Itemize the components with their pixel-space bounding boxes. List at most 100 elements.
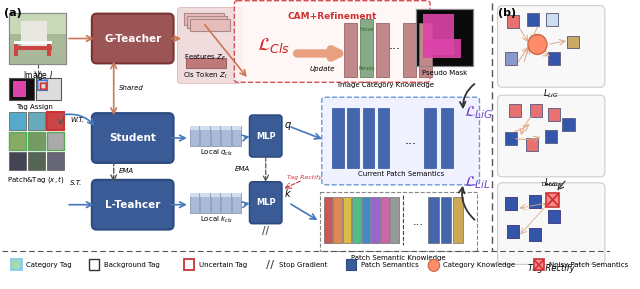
Bar <box>20 21 47 49</box>
Bar <box>211 126 220 146</box>
Text: //: // <box>262 226 269 236</box>
Bar <box>453 197 463 242</box>
Bar <box>187 16 227 27</box>
Bar <box>28 152 45 170</box>
Text: $\mathcal{L}_{Cls}$: $\mathcal{L}_{Cls}$ <box>257 36 290 55</box>
FancyBboxPatch shape <box>234 1 430 82</box>
Bar <box>36 78 61 100</box>
Bar <box>363 108 374 168</box>
Bar <box>505 197 518 210</box>
Text: ...: ... <box>412 217 423 227</box>
Text: MLP: MLP <box>256 131 276 140</box>
Text: $L_{LiL}$: $L_{LiL}$ <box>544 177 559 189</box>
Bar <box>419 23 432 77</box>
Bar <box>200 126 210 130</box>
Bar <box>47 112 64 130</box>
Bar <box>546 193 559 207</box>
FancyBboxPatch shape <box>497 6 605 87</box>
Text: Local $k_{cls}$: Local $k_{cls}$ <box>200 215 233 225</box>
Text: L-Teahcer: L-Teahcer <box>105 200 161 210</box>
Bar <box>11 260 22 271</box>
Text: Uncertain Tag: Uncertain Tag <box>199 262 247 268</box>
Text: Tag Rectify: Tag Rectify <box>528 264 575 273</box>
FancyBboxPatch shape <box>497 95 605 177</box>
Bar <box>403 23 416 77</box>
Text: Patch&Tag $(x, t)$: Patch&Tag $(x, t)$ <box>7 174 65 185</box>
Bar <box>200 193 210 213</box>
Bar <box>47 132 64 150</box>
Text: $\mathcal{L}_{LiL}$: $\mathcal{L}_{LiL}$ <box>464 175 492 191</box>
Bar <box>534 260 544 271</box>
Bar <box>324 197 332 242</box>
Bar <box>9 112 26 130</box>
Bar <box>9 13 66 43</box>
Bar <box>47 112 64 130</box>
Bar <box>526 138 538 151</box>
Bar <box>221 193 230 197</box>
Text: Image $I$: Image $I$ <box>22 69 52 82</box>
Text: $q$: $q$ <box>284 120 292 132</box>
Bar <box>416 9 473 66</box>
Bar <box>562 118 575 131</box>
Text: Pseudo Mask: Pseudo Mask <box>422 70 467 76</box>
Bar <box>9 132 26 150</box>
Text: Patch Semantics: Patch Semantics <box>361 262 419 268</box>
Bar <box>211 193 220 213</box>
Bar <box>348 108 359 168</box>
Bar <box>362 197 370 242</box>
Bar <box>232 126 241 146</box>
Text: Shared: Shared <box>118 85 143 91</box>
Text: ...: ... <box>404 134 416 147</box>
FancyBboxPatch shape <box>177 8 242 83</box>
Bar <box>221 126 230 146</box>
Bar <box>342 197 351 242</box>
Bar <box>507 225 520 238</box>
FancyBboxPatch shape <box>92 14 173 63</box>
Bar <box>507 15 520 27</box>
FancyBboxPatch shape <box>92 180 173 229</box>
Bar <box>47 152 64 170</box>
Bar <box>189 193 199 213</box>
Bar <box>546 13 558 25</box>
Bar <box>416 9 473 66</box>
FancyBboxPatch shape <box>250 182 282 224</box>
Text: Image Category Knowledge: Image Category Knowledge <box>339 82 435 88</box>
Text: Cls Token $Z_I$: Cls Token $Z_I$ <box>183 70 227 81</box>
Bar <box>28 112 45 130</box>
FancyBboxPatch shape <box>322 97 479 185</box>
Bar <box>378 108 389 168</box>
Text: $\mathcal{L}_{LiG}$: $\mathcal{L}_{LiG}$ <box>464 104 493 121</box>
Text: Category Tag: Category Tag <box>26 262 72 268</box>
Bar <box>232 193 241 197</box>
Bar <box>320 192 477 251</box>
Bar <box>189 126 199 146</box>
Bar <box>333 197 342 242</box>
Bar <box>14 40 52 45</box>
Bar <box>360 18 373 77</box>
Bar <box>221 126 230 130</box>
Bar <box>9 152 26 170</box>
Bar <box>527 13 540 25</box>
Bar <box>184 13 224 25</box>
Text: Update: Update <box>310 66 335 73</box>
Text: (b): (b) <box>499 8 516 18</box>
Text: Denoise: Denoise <box>541 182 564 187</box>
Bar <box>371 197 380 242</box>
Bar <box>28 132 45 150</box>
Text: MLP: MLP <box>256 198 276 207</box>
Bar <box>567 36 579 49</box>
Bar <box>346 260 356 271</box>
Text: Category Knowledge: Category Knowledge <box>444 262 515 268</box>
FancyBboxPatch shape <box>497 183 605 264</box>
Bar <box>424 108 436 168</box>
Bar <box>13 81 26 97</box>
Bar <box>189 193 199 197</box>
FancyBboxPatch shape <box>92 113 173 163</box>
Bar <box>509 104 522 117</box>
Bar <box>189 18 230 31</box>
Text: EMA: EMA <box>234 166 250 172</box>
Bar <box>14 40 18 56</box>
Bar <box>390 197 399 242</box>
Bar <box>376 23 389 77</box>
Text: Horse: Horse <box>359 27 374 32</box>
